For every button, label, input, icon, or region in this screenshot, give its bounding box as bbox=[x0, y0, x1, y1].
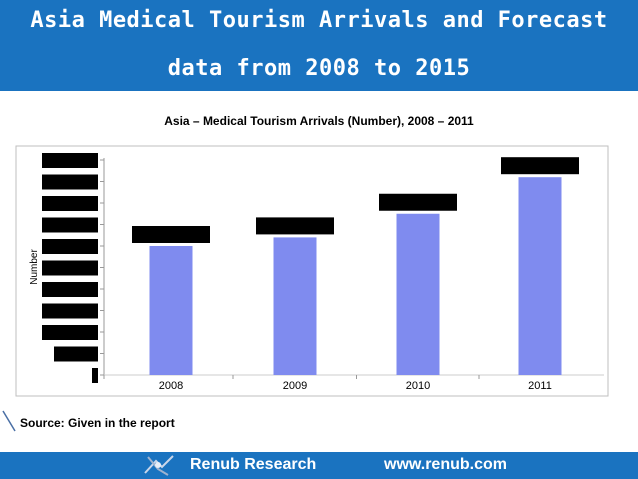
bar-2009 bbox=[273, 237, 317, 375]
corner-decoration bbox=[2, 410, 16, 432]
y-tick-label-redacted bbox=[42, 196, 98, 211]
footer-brand: Renub Research bbox=[190, 456, 317, 473]
y-tick-label-redacted bbox=[42, 239, 98, 254]
x-tick-label: 2010 bbox=[406, 380, 430, 392]
bar-2011 bbox=[518, 177, 562, 375]
page-title-line2: data from 2008 to 2015 bbox=[167, 56, 471, 81]
plot-frame bbox=[15, 145, 609, 397]
data-label-redacted-2008 bbox=[132, 226, 210, 243]
y-tick-label-redacted bbox=[42, 217, 98, 233]
data-label-redacted-2010 bbox=[379, 193, 457, 211]
y-tick-label-redacted bbox=[54, 346, 98, 362]
y-tick-label-redacted bbox=[42, 303, 98, 319]
renub-logo-icon bbox=[144, 455, 174, 476]
bar-2008 bbox=[149, 246, 193, 375]
y-tick-label-redacted bbox=[42, 153, 98, 168]
x-tick-label: 2009 bbox=[283, 380, 307, 392]
y-tick-label-redacted bbox=[42, 325, 98, 340]
y-tick-label-redacted bbox=[92, 368, 98, 383]
y-tick-label-redacted bbox=[42, 282, 98, 297]
source-note: Source: Given in the report bbox=[20, 416, 175, 430]
footer-bar: Renub Research www.renub.com bbox=[0, 452, 638, 479]
bar-2010 bbox=[396, 213, 440, 375]
x-tick-label: 2008 bbox=[159, 380, 183, 392]
y-tick-label-redacted bbox=[42, 174, 98, 190]
data-label-redacted-2009 bbox=[256, 217, 334, 235]
data-label-redacted-2011 bbox=[501, 157, 579, 175]
footer-url[interactable]: www.renub.com bbox=[384, 456, 507, 473]
page-title-line1: Asia Medical Tourism Arrivals and Foreca… bbox=[30, 8, 608, 33]
x-tick-label: 2011 bbox=[528, 380, 552, 392]
y-axis-label: Number bbox=[29, 249, 40, 285]
y-tick-label-redacted bbox=[42, 260, 98, 276]
chart-title: Asia – Medical Tourism Arrivals (Number)… bbox=[164, 114, 474, 128]
header-banner: Asia Medical Tourism Arrivals and Foreca… bbox=[0, 0, 638, 91]
